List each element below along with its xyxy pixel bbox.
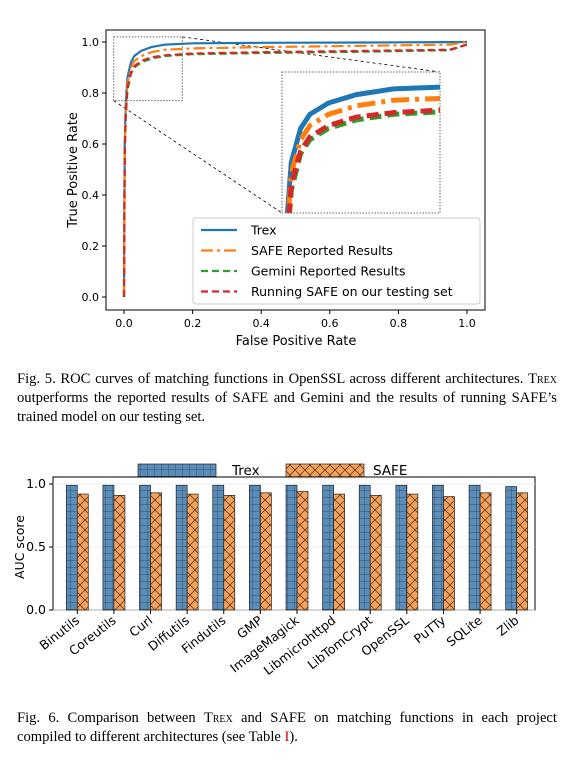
auc-bar-safe-findutils xyxy=(223,494,236,611)
figure-6-label: Fig. 6. xyxy=(17,710,60,726)
auc-x-tick-label: Zlib xyxy=(494,613,522,639)
roc-y-tick-label: 0.4 xyxy=(82,189,100,202)
roc-x-tick-label: 0.2 xyxy=(184,317,202,330)
auc-bar-trex-diffutils xyxy=(175,484,188,611)
auc-x-tick-label: SQLite xyxy=(444,612,486,649)
auc-bar-trex-gmp xyxy=(249,484,261,611)
auc-legend-label-safe: SAFE xyxy=(373,463,407,479)
roc-zoom-connector xyxy=(113,100,283,214)
figure-6-caption-text-end: ). xyxy=(289,729,298,745)
auc-x-tick-label: Curl xyxy=(126,613,155,640)
roc-legend-label-gemini-reported-results: Gemini Reported Results xyxy=(251,264,406,279)
roc-y-tick-label: 0.6 xyxy=(82,138,100,151)
roc-y-tick-label: 0.8 xyxy=(82,87,100,100)
roc-y-axis-label: True Positive Rate xyxy=(66,112,81,229)
auc-bar-safe-openssl xyxy=(406,493,419,611)
roc-legend-label-safe-reported-results: SAFE Reported Results xyxy=(251,243,393,258)
roc-legend-box xyxy=(192,217,481,305)
roc-legend-label-running-safe-on-our-testing-set: Running SAFE on our testing set xyxy=(251,284,453,299)
figure-6-caption-text-middle: and SAFE on matching functions in each p… xyxy=(17,710,557,745)
auc-bar-trex-findutils xyxy=(212,484,225,611)
figure-5-caption-text: ROC curves of matching functions in Open… xyxy=(60,371,524,387)
roc-curve-running-safe-on-our-testing-set xyxy=(122,43,468,298)
auc-bar-trex-libtomcrypt xyxy=(358,484,371,611)
roc-x-tick-label: 0.0 xyxy=(115,317,133,330)
figure-5-caption-text-rest: outperforms the reported results of SAFE… xyxy=(17,390,557,425)
auc-bar-trex-putty xyxy=(432,484,444,611)
auc-legend-label-trex: Trex xyxy=(231,463,260,479)
roc-x-tick-label: 0.6 xyxy=(321,317,339,330)
roc-plot-frame xyxy=(105,29,486,311)
auc-bar-safe-imagemagick xyxy=(296,491,309,611)
roc-y-tick-label: 1.0 xyxy=(82,36,100,49)
roc-x-axis-label: False Positive Rate xyxy=(236,334,357,349)
auc-legend-swatch-safe xyxy=(285,463,365,478)
auc-bar-safe-zlib xyxy=(516,492,529,611)
auc-bar-trex-coreutils xyxy=(102,484,115,611)
roc-legend-label-trex: Trex xyxy=(250,223,277,238)
roc-zoom-region xyxy=(113,36,183,102)
auc-bar-trex-openssl xyxy=(395,484,408,611)
figure-5-caption: Fig. 5. ROC curves of matching functions… xyxy=(17,370,557,427)
auc-bar-trex-curl xyxy=(139,484,151,611)
auc-bar-safe-curl xyxy=(150,492,162,611)
roc-x-tick-label: 0.8 xyxy=(390,317,408,330)
auc-bar-trex-imagemagick xyxy=(285,484,298,611)
auc-y-tick-label: 0.5 xyxy=(26,539,46,554)
auc-bar-trex-binutils xyxy=(65,484,78,611)
auc-bar-trex-libmicrohttpd xyxy=(322,484,334,611)
roc-y-tick-label: 0.2 xyxy=(82,240,100,253)
roc-x-tick-label: 1.0 xyxy=(458,317,476,330)
auc-legend-swatch-trex xyxy=(137,463,217,478)
figure-5-caption-name: Trex xyxy=(528,371,558,387)
auc-y-tick-label: 1.0 xyxy=(26,476,46,491)
figure-5-label: Fig. 5. xyxy=(17,371,56,387)
auc-y-axis-label: AUC score xyxy=(12,515,27,579)
figure-6-caption: Fig. 6. Comparison between Trex and SAFE… xyxy=(17,709,557,747)
auc-bar-trex-sqlite xyxy=(468,484,481,611)
auc-bar-safe-coreutils xyxy=(113,494,126,611)
roc-x-tick-label: 0.4 xyxy=(252,317,270,330)
roc-chart: 0.0 0.2 0.4 0.6 0.8 1.0 0.0 0.2 0.4 0.6 0.8 1.0 Tre… xyxy=(66,29,486,349)
figure-6-caption-name: Trex xyxy=(203,710,233,726)
auc-bar-safe-binutils xyxy=(76,493,89,611)
auc-bar-trex-zlib xyxy=(505,486,518,611)
roc-inset-curve-gemini-reported-results xyxy=(287,109,440,213)
roc-curve-gemini-reported-results xyxy=(122,43,468,298)
figure-6-caption-text: Comparison between xyxy=(67,710,196,726)
auc-x-tick-label: PuTTy xyxy=(411,612,449,646)
auc-bar-safe-libtomcrypt xyxy=(369,494,382,611)
roc-inset-curves xyxy=(284,84,440,213)
auc-bar-safe-putty xyxy=(443,496,455,611)
table-reference-link[interactable]: I xyxy=(284,729,290,745)
auc-y-tick-label: 0.0 xyxy=(26,602,46,617)
roc-y-tick-label: 0.0 xyxy=(82,291,100,304)
auc-bar-safe-diffutils xyxy=(186,493,199,611)
roc-inset-curve-trex xyxy=(284,84,440,213)
roc-inset-curve-running-safe-on-our-testing-set xyxy=(286,107,440,213)
auc-bar-safe-sqlite xyxy=(479,492,492,611)
auc-bar-safe-libmicrohttpd xyxy=(333,493,345,611)
auc-bar-safe-gmp xyxy=(260,492,272,611)
